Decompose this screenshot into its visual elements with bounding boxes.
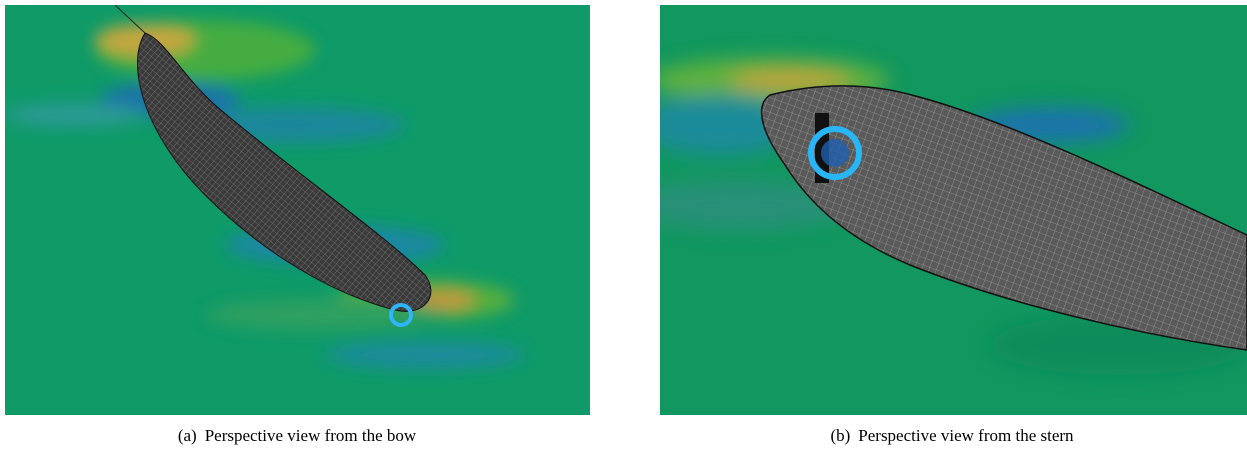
caption-label: (a) (178, 426, 197, 445)
stern-view-image (660, 5, 1247, 415)
caption-label: (b) (830, 426, 850, 445)
caption-text: Perspective view from the bow (205, 426, 417, 445)
caption: (a) Perspective view from the bow (178, 426, 416, 446)
caption: (b) Perspective view from the stern (830, 426, 1073, 446)
bow-view-image (5, 5, 590, 415)
caption-text: Perspective view from the stern (858, 426, 1073, 445)
figure: (a) Perspective view from the bow (b) Pers… (0, 0, 1247, 453)
